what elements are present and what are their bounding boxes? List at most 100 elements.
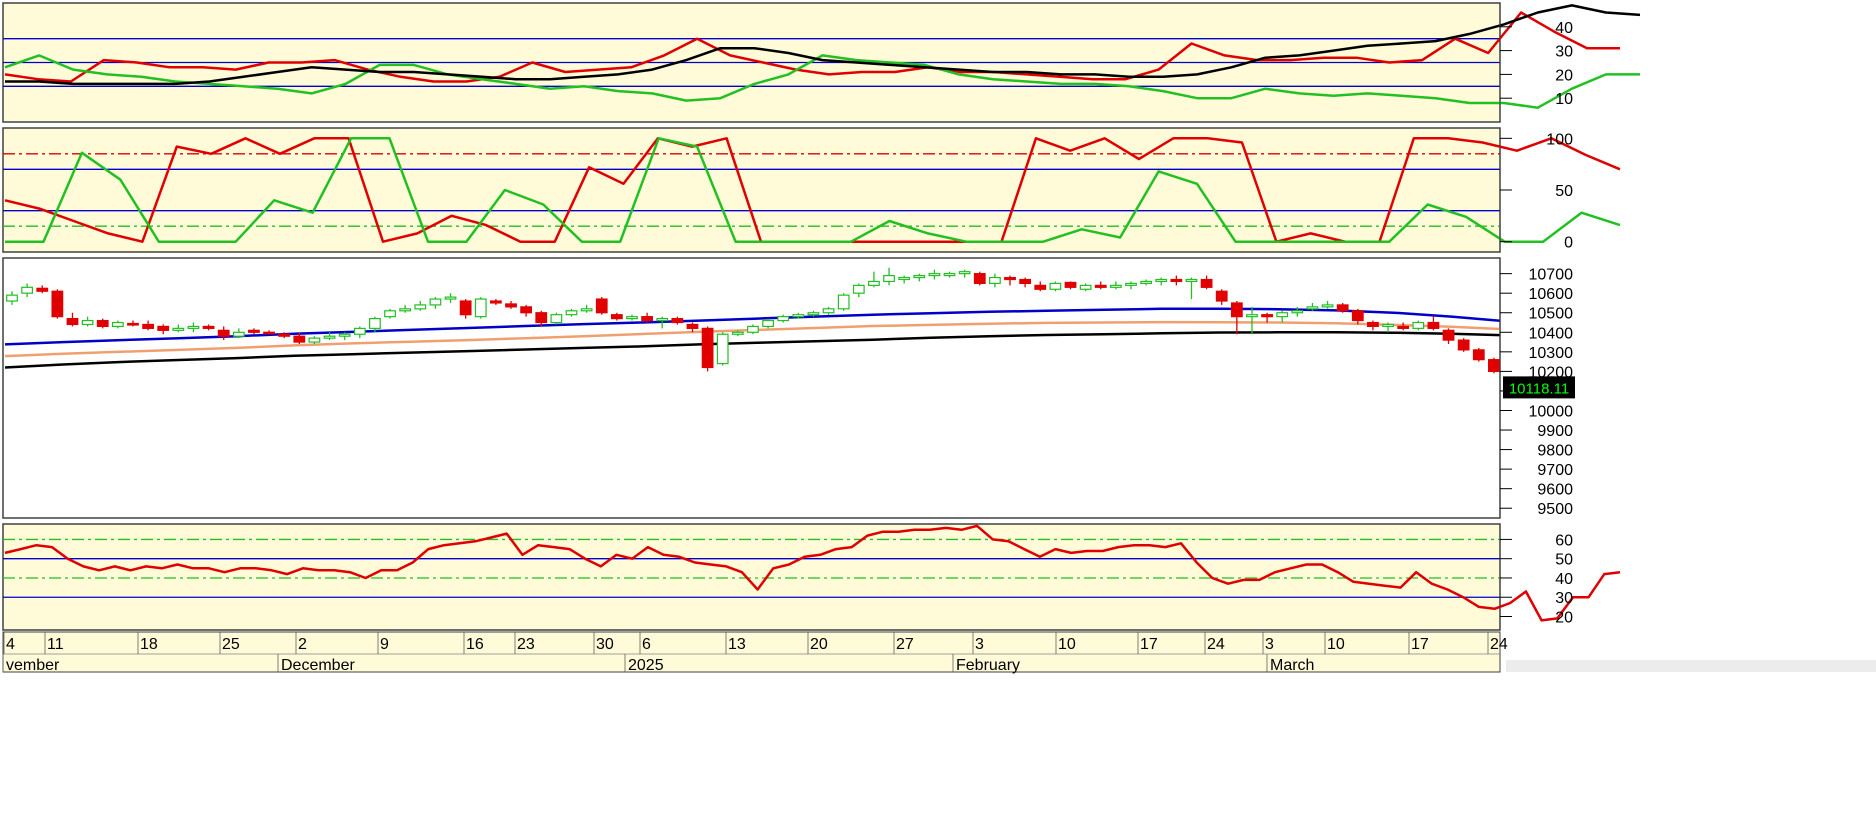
candle-body xyxy=(278,333,291,337)
candle-body xyxy=(1321,304,1334,308)
price-tick-label: 10400 xyxy=(1529,325,1574,342)
candle-body xyxy=(747,325,759,333)
di-tick-label: 10 xyxy=(1555,91,1573,108)
x-axis-day-label: 23 xyxy=(517,636,535,653)
x-axis-day-label: 10 xyxy=(1327,636,1345,653)
candle-body xyxy=(1094,284,1107,288)
price-plot-area xyxy=(4,267,1500,374)
candle-body xyxy=(1427,321,1440,329)
x-axis-day-label: 9 xyxy=(380,636,389,653)
price-panel xyxy=(2,257,1501,519)
candle-body xyxy=(1382,323,1394,328)
candle-body xyxy=(172,327,185,331)
candle-body xyxy=(429,298,442,306)
x-axis-day-label: 4 xyxy=(6,636,15,653)
candle-body xyxy=(792,314,805,318)
price-tick-label: 9900 xyxy=(1537,423,1573,440)
price-tick-label: 9500 xyxy=(1537,501,1573,518)
x-axis-day-label: 10 xyxy=(1058,636,1076,653)
candle-body xyxy=(686,323,699,329)
candle-body xyxy=(217,329,230,337)
candle-body xyxy=(157,325,170,331)
candle-body xyxy=(338,333,351,337)
candle-body xyxy=(6,294,18,302)
candle-body xyxy=(1200,278,1213,288)
rsi-red-line xyxy=(4,524,1621,622)
price-tick-label: 10700 xyxy=(1529,267,1574,284)
candle-body xyxy=(414,304,427,310)
price-tick-label: 10000 xyxy=(1529,403,1574,420)
candle-body xyxy=(127,322,139,326)
di-black-line xyxy=(5,4,1641,86)
rsi-tick-label: 40 xyxy=(1555,571,1573,588)
x-axis-day-label: 17 xyxy=(1140,636,1158,653)
candle-body xyxy=(565,310,578,316)
price-tick-label: 9600 xyxy=(1537,482,1573,499)
candle-body xyxy=(1488,359,1500,372)
candle-body xyxy=(36,287,49,292)
di-green-line xyxy=(4,54,1640,109)
x-axis-day-label: 3 xyxy=(975,636,984,653)
candle-body xyxy=(1079,284,1092,290)
rsi-tick-label: 60 xyxy=(1555,532,1573,549)
candle-body xyxy=(535,312,548,324)
candle-body xyxy=(671,318,684,324)
last-price-label: 10118.11 xyxy=(1509,380,1569,397)
candle-body xyxy=(1185,278,1198,283)
candle-body xyxy=(641,316,653,322)
x-axis-day-label: 24 xyxy=(1207,636,1225,653)
candle-body xyxy=(1472,349,1485,361)
candle-body xyxy=(807,312,820,316)
moving-average-orange xyxy=(4,320,1500,358)
candle-body xyxy=(1140,280,1153,285)
candle-body xyxy=(837,294,850,310)
di-tick-label: 20 xyxy=(1555,67,1573,84)
candle-body xyxy=(81,319,94,326)
x-axis-corner xyxy=(1506,660,1876,672)
di-tick-label: 40 xyxy=(1555,20,1573,37)
candle-body xyxy=(248,329,260,333)
x-axis-day-label: 11 xyxy=(47,636,64,653)
candle-body xyxy=(353,327,366,335)
x-axis-day-label: 3 xyxy=(1265,636,1274,653)
rsi-panel xyxy=(2,523,1501,631)
candle-body xyxy=(822,308,835,314)
moving-average-black xyxy=(4,331,1500,369)
candle-body xyxy=(1049,282,1062,290)
x-axis-day-label: 24 xyxy=(1490,636,1508,653)
candle-body xyxy=(626,316,638,320)
candle-body xyxy=(1155,278,1168,283)
price-tick-label: 9700 xyxy=(1537,462,1573,479)
candle-body xyxy=(716,333,729,365)
candle-body xyxy=(1336,304,1349,312)
candle-body xyxy=(1367,321,1379,328)
candle-body xyxy=(444,296,457,300)
rsi-tick-label: 30 xyxy=(1555,590,1573,607)
aroon-green-line xyxy=(5,137,1621,243)
candle-body xyxy=(1230,302,1243,318)
candle-body xyxy=(505,303,517,308)
x-axis-day-label: 16 xyxy=(466,636,484,653)
candle-body xyxy=(913,274,926,279)
candle-body xyxy=(21,286,34,294)
x-axis-day-label: 2 xyxy=(298,636,307,653)
candle-body xyxy=(1064,281,1077,288)
candle-body xyxy=(898,276,911,281)
candle-body xyxy=(142,323,154,329)
x-axis-day-label: 30 xyxy=(596,636,614,653)
x-axis-month-label: December xyxy=(281,657,355,674)
candle-body xyxy=(1019,278,1032,285)
candle-body xyxy=(852,284,865,294)
candle-body xyxy=(1276,312,1289,318)
candle-body xyxy=(928,273,941,277)
candle-body xyxy=(580,308,593,312)
candle-body xyxy=(459,300,472,316)
candle-body xyxy=(520,306,533,314)
rsi-tick-label: 20 xyxy=(1555,610,1573,627)
price-tick-label: 10500 xyxy=(1529,306,1574,323)
candle-body xyxy=(66,318,79,326)
candle-body xyxy=(187,325,200,329)
candle-body xyxy=(701,327,714,369)
candle-body xyxy=(1004,276,1016,281)
